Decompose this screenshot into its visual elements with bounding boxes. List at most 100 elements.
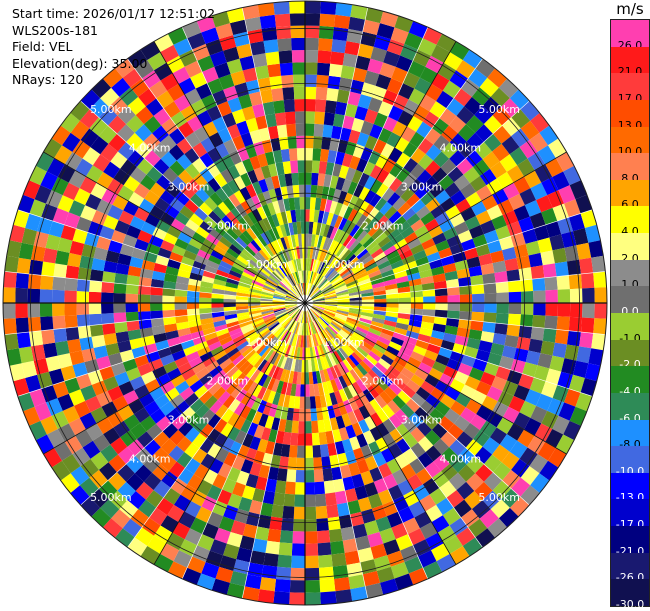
radar-gate — [393, 94, 409, 111]
radar-gate — [291, 420, 299, 434]
radar-gate — [454, 221, 469, 235]
radar-gate — [402, 207, 416, 221]
ray-separator — [304, 58, 483, 304]
radar-gate — [329, 417, 339, 431]
radar-gate — [175, 400, 190, 415]
colorbar-label: 13.0 — [617, 118, 643, 132]
radar-gate — [363, 430, 376, 445]
radar-gate — [108, 96, 128, 116]
radar-gate — [517, 158, 535, 177]
radar-gate — [3, 318, 17, 335]
radar-gate — [410, 147, 426, 164]
radar-gate — [80, 128, 99, 148]
radar-gate — [419, 327, 433, 337]
radar-gate — [312, 304, 325, 309]
radar-gate — [205, 233, 220, 246]
radar-gate — [162, 167, 179, 183]
radar-gate — [315, 99, 327, 113]
radar-gate — [471, 284, 485, 295]
radar-gate — [286, 469, 297, 483]
radar-gate — [277, 38, 292, 52]
radar-gate — [419, 66, 438, 84]
radar-gate — [522, 362, 538, 378]
radar-gate — [184, 427, 200, 443]
radar-gate — [254, 65, 270, 80]
radar-gate — [568, 316, 583, 332]
radar-gate — [215, 143, 230, 159]
radar-gate — [96, 355, 111, 370]
radar-gate — [383, 539, 401, 556]
radar-gate — [223, 343, 237, 355]
radar-gate — [293, 346, 298, 360]
radar-gate — [334, 282, 346, 290]
radar-gate — [240, 419, 252, 434]
radar-gate — [199, 312, 213, 320]
radar-gate — [167, 561, 188, 579]
radar-gate — [266, 215, 276, 229]
radar-gate — [288, 274, 296, 286]
radar-gate — [169, 429, 185, 446]
radar-gate — [287, 136, 297, 149]
radar-gate — [418, 436, 434, 452]
radar-gate — [439, 373, 454, 387]
radar-gate — [215, 269, 229, 278]
radar-gate — [341, 438, 353, 453]
radar-gate — [432, 118, 449, 135]
radar-gate — [343, 192, 354, 207]
radar-gate — [461, 238, 476, 252]
radar-gate — [410, 303, 424, 310]
radar-gate — [305, 531, 318, 544]
radar-gate — [113, 420, 131, 438]
radar-gate — [275, 327, 285, 338]
radar-gate — [251, 256, 263, 268]
radar-gate — [260, 308, 274, 313]
radar-gate — [82, 147, 101, 166]
radar-gate — [48, 368, 65, 385]
radar-gate — [273, 308, 286, 313]
radar-gate — [256, 192, 267, 207]
radar-gate — [271, 175, 281, 189]
radar-gate — [137, 303, 151, 312]
radar-gate — [273, 353, 282, 367]
radar-gate — [339, 127, 352, 142]
radar-gate — [408, 412, 424, 428]
radar-gate — [223, 85, 239, 102]
radar-gate — [193, 418, 208, 433]
radar-gate — [188, 356, 203, 369]
radar-gate — [203, 469, 218, 485]
radar-gate — [6, 348, 22, 366]
radar-gate — [460, 384, 476, 399]
radar-gate — [524, 417, 542, 436]
radar-gate — [404, 231, 418, 244]
radar-gate — [264, 151, 276, 166]
radar-gate — [322, 224, 331, 238]
radar-gate — [153, 332, 168, 344]
radar-gate — [345, 167, 357, 182]
radar-gate — [149, 386, 165, 401]
radar-gate — [235, 303, 249, 307]
radar-gate — [103, 215, 119, 230]
radar-gate — [160, 44, 179, 63]
radar-gate — [436, 33, 456, 53]
radar-gate — [246, 366, 258, 379]
radar-gate — [325, 268, 335, 279]
radar-gate — [311, 359, 316, 372]
radar-gate — [305, 555, 319, 569]
radar-gate — [222, 362, 236, 374]
radar-gate — [276, 468, 288, 482]
radar-gate — [216, 354, 230, 366]
radar-gate — [234, 161, 247, 176]
radar-gate — [356, 248, 369, 260]
radar-gate — [575, 194, 593, 214]
radar-gate — [326, 212, 334, 226]
radar-gate — [453, 88, 472, 107]
radar-gate — [499, 355, 514, 370]
radar-gate — [213, 158, 228, 173]
colorbar-label: -26.0 — [615, 571, 645, 585]
radar-gate — [282, 431, 292, 445]
radar-gate — [225, 381, 239, 395]
radar-gate — [320, 591, 337, 605]
radar-gate — [334, 314, 347, 322]
radar-gate — [305, 396, 311, 409]
radar-gate — [261, 289, 275, 295]
